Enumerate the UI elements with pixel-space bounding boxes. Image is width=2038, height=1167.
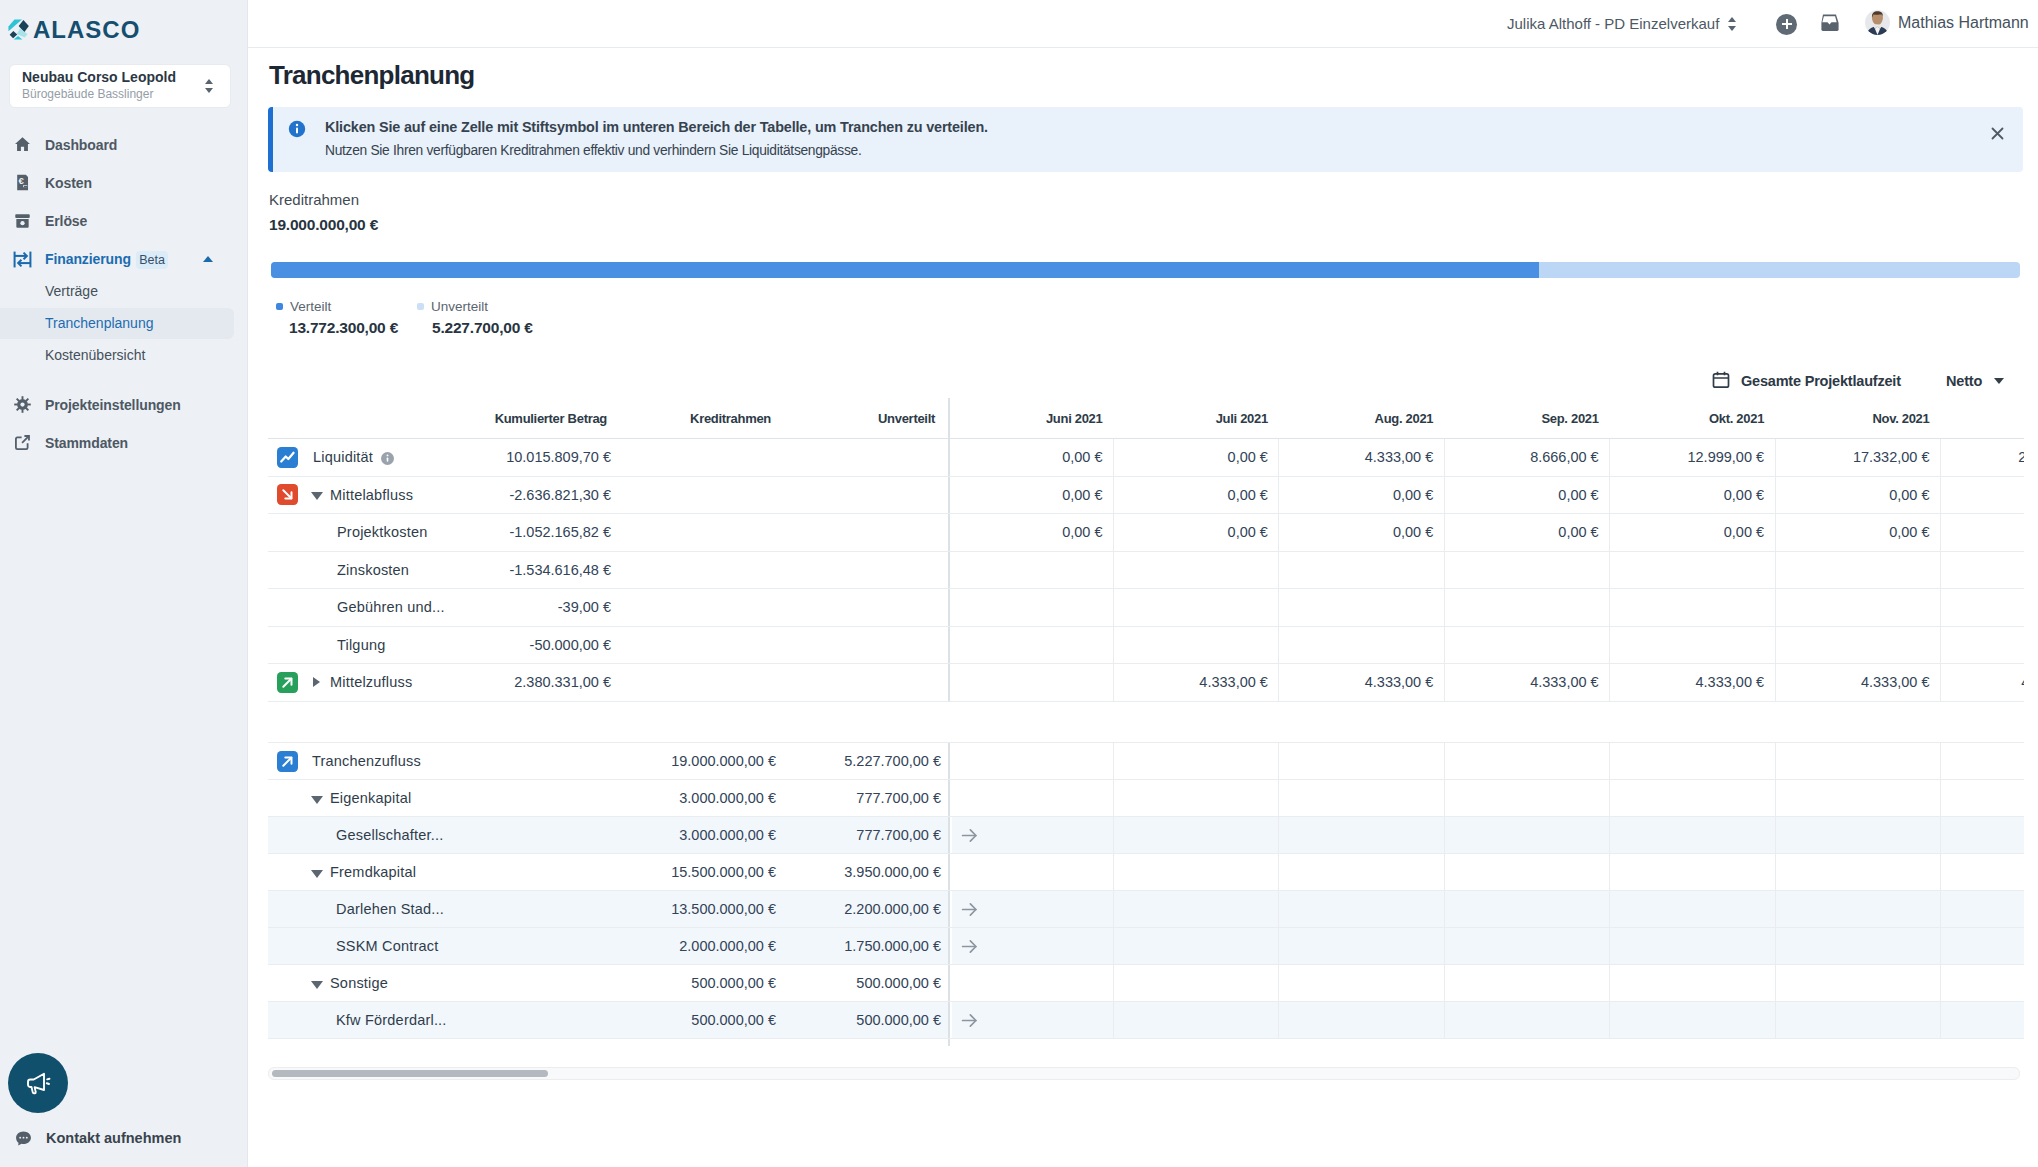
svg-text:€: € <box>18 175 24 186</box>
